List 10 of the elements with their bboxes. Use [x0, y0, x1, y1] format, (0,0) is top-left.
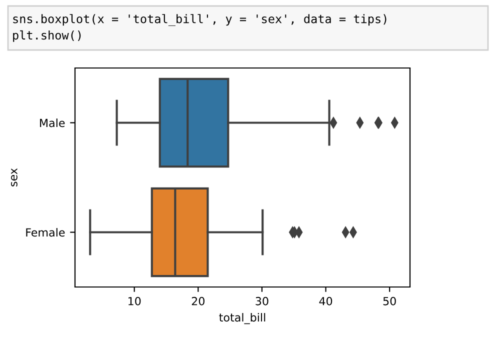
x-tick-label: 30	[256, 296, 268, 306]
y-tick-label: Female	[26, 228, 65, 237]
text: sns.boxplot(x = 'total_bill', y = 'sex', data = tips) plt.show()	[13, 14, 386, 42]
x-tick-label: 40	[319, 296, 332, 306]
y-axis-title: sex	[11, 168, 18, 186]
y-tick-label: Male	[40, 118, 65, 128]
x-axis-title: total_bill	[219, 313, 266, 324]
x-tick-label: 10	[128, 296, 141, 306]
x-tick-label: 20	[192, 296, 204, 306]
x-tick-label: 50	[383, 296, 396, 306]
